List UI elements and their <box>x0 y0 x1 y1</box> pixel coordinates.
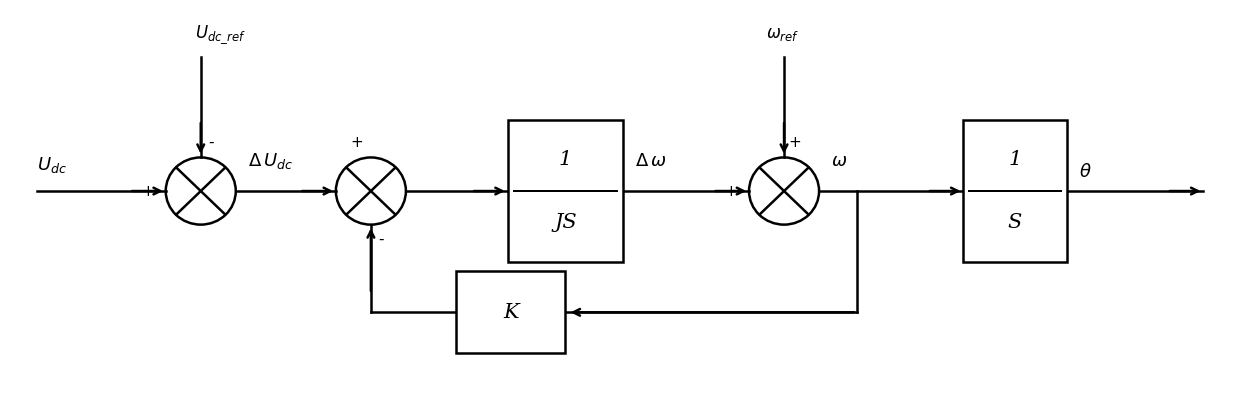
Text: S: S <box>1008 213 1022 232</box>
Text: +: + <box>724 183 738 198</box>
Text: +: + <box>351 135 363 150</box>
Text: K: K <box>502 303 518 322</box>
FancyBboxPatch shape <box>963 120 1066 262</box>
Text: +: + <box>141 183 154 198</box>
Text: -: - <box>208 135 215 150</box>
Text: $\Delta\,\omega$: $\Delta\,\omega$ <box>635 152 667 170</box>
Text: $U_{dc}$: $U_{dc}$ <box>37 155 67 175</box>
Text: $\omega$: $\omega$ <box>831 152 847 170</box>
Text: $U_{dc\_ref}$: $U_{dc\_ref}$ <box>195 23 246 46</box>
FancyBboxPatch shape <box>456 271 565 353</box>
Text: +: + <box>789 135 801 150</box>
Text: 1: 1 <box>559 150 572 170</box>
Text: JS: JS <box>554 213 577 232</box>
Text: -: - <box>378 232 384 247</box>
Text: $\theta$: $\theta$ <box>1079 164 1091 181</box>
FancyBboxPatch shape <box>507 120 622 262</box>
Text: $\Delta\,U_{dc}$: $\Delta\,U_{dc}$ <box>248 151 293 171</box>
Text: 1: 1 <box>1008 150 1022 170</box>
Text: $\omega_{ref}$: $\omega_{ref}$ <box>766 26 800 43</box>
